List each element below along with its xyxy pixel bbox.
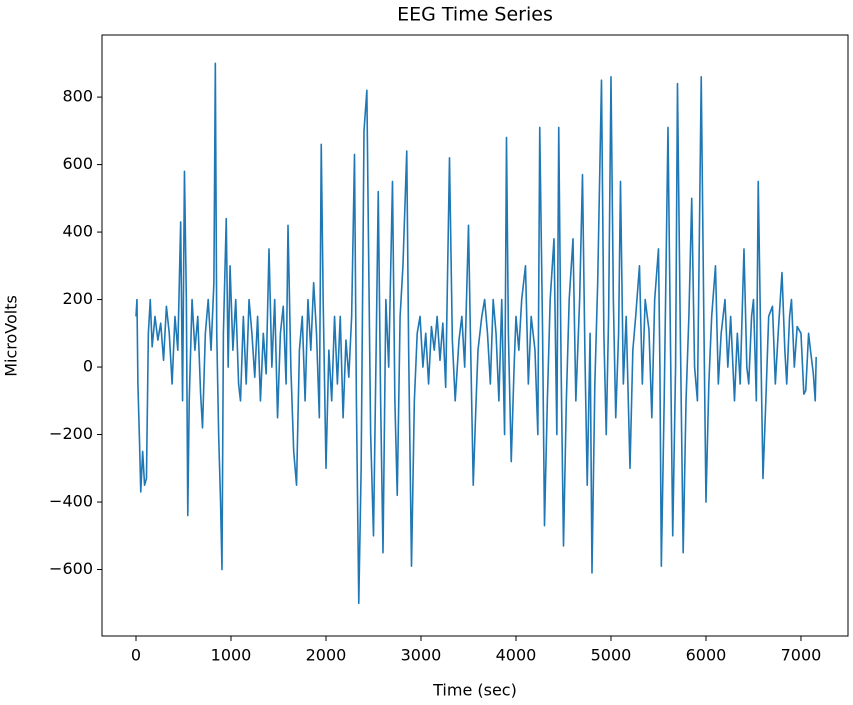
x-tick-label: 0	[131, 646, 141, 665]
y-tick-label: 800	[62, 87, 93, 106]
y-tick-label: 400	[62, 222, 93, 241]
x-tick-label: 6000	[686, 646, 727, 665]
plot-frame	[101, 34, 849, 637]
chart-title: EEG Time Series	[397, 4, 553, 26]
x-tick-label: 7000	[781, 646, 822, 665]
x-tick-label: 2000	[306, 646, 347, 665]
y-tick-label: 0	[83, 357, 93, 376]
y-axis-label: MicroVolts	[2, 295, 21, 377]
data-line	[135, 62, 817, 605]
y-tick-label: 200	[62, 289, 93, 308]
x-tick-label: 5000	[591, 646, 632, 665]
x-tick-label: 4000	[496, 646, 537, 665]
y-tick-label: 600	[62, 154, 93, 173]
y-tick-label: −400	[49, 492, 93, 511]
y-tick-label: −200	[49, 424, 93, 443]
y-tick-label: −600	[49, 559, 93, 578]
x-tick-label: 1000	[211, 646, 252, 665]
x-tick-label: 3000	[401, 646, 442, 665]
x-axis-label: Time (sec)	[432, 681, 517, 700]
